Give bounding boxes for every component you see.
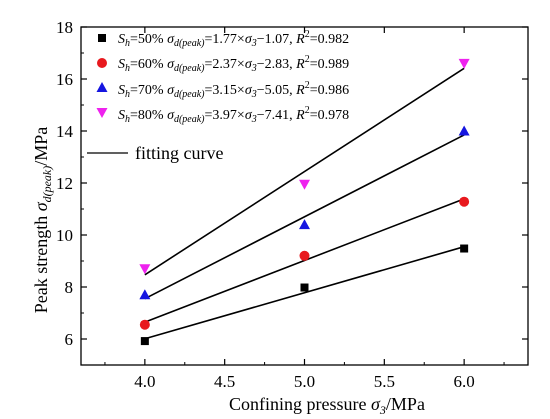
data-point-series2-2 [458, 125, 470, 136]
data-point-series3-1 [299, 179, 310, 190]
x-tick-label: 6.0 [454, 372, 475, 391]
x-axis-title-subscript: 3 [379, 403, 386, 417]
y-axis-title-main: Peak strength [31, 211, 51, 313]
legend-label-sh50: Sh=50% σd(peak)=1.77×σ3−1.07, R2=0.982 [118, 29, 349, 49]
x-tick-label: 4.0 [134, 372, 155, 391]
legend-item-sh60: Sh=60% σd(peak)=2.37×σ3−2.83, R2=0.989 [97, 54, 349, 74]
data-point-series3-2 [458, 58, 470, 69]
legend-label-sh60: Sh=60% σd(peak)=2.37×σ3−2.83, R2=0.989 [118, 54, 349, 74]
x-tick-label: 4.5 [214, 372, 235, 391]
legend-label-sh70: Sh=70% σd(peak)=3.15×σ3−5.05, R2=0.986 [118, 80, 349, 100]
x-axis-title-unit: /MPa [386, 394, 425, 414]
data-point-series0-2 [460, 244, 469, 253]
y-axis-title-subscript: d(peak) [40, 166, 54, 203]
fit-line-3 [144, 67, 465, 276]
legend-item-sh80: Sh=80% σd(peak)=3.97×σ3−7.41, R2=0.978 [96, 105, 349, 125]
data-point-series2-1 [299, 219, 310, 230]
data-point-series1-0 [139, 319, 150, 330]
legend-item-sh50: Sh=50% σd(peak)=1.77×σ3−1.07, R2=0.982 [98, 29, 349, 49]
fit-lines [144, 67, 465, 340]
y-tick-label: 10 [56, 226, 73, 245]
y-tick-label: 6 [65, 330, 74, 349]
data-point-series0-0 [140, 337, 149, 346]
data-point-series2-0 [139, 289, 151, 300]
data-points [139, 58, 470, 346]
y-tick-label: 8 [65, 278, 74, 297]
x-axis-title-main: Confining pressure [229, 394, 371, 414]
y-axis-title-unit: /MPa [31, 127, 51, 166]
legend-label-sh80: Sh=80% σd(peak)=3.97×σ3−7.41, R2=0.978 [118, 105, 349, 125]
data-point-series3-0 [139, 264, 151, 275]
y-tick-label: 12 [56, 174, 73, 193]
x-tick-label: 5.5 [374, 372, 395, 391]
y-tick-label: 14 [56, 122, 74, 141]
annotation-fitting-curve: fitting curve [135, 143, 223, 163]
fit-line-2 [144, 134, 465, 300]
legend-marker-circle [97, 58, 107, 68]
legend: Sh=50% σd(peak)=1.77×σ3−1.07, R2=0.982 S… [96, 29, 349, 125]
data-point-series0-1 [300, 283, 309, 292]
legend-marker-triangle-up [96, 82, 108, 92]
x-tick-label: 5.0 [294, 372, 315, 391]
legend-marker-triangle-down [96, 108, 108, 118]
axis-ticks: 4.0 4.5 5.0 5.5 6.0 6 8 10 12 14 16 18 [56, 18, 528, 391]
data-point-series1-1 [299, 250, 310, 261]
legend-item-sh70: Sh=70% σd(peak)=3.15×σ3−5.05, R2=0.986 [96, 80, 349, 100]
y-axis-title: Peak strength σd(peak)/MPa [31, 127, 54, 314]
data-point-series1-2 [459, 196, 470, 207]
fit-line-0 [144, 245, 465, 340]
x-axis-title: Confining pressure σ3/MPa [229, 394, 425, 417]
x-axis-title-symbol: σ [371, 394, 381, 414]
plot-area-frame [80, 26, 529, 366]
y-tick-label: 16 [56, 70, 73, 89]
y-axis-title-symbol: σ [31, 201, 51, 211]
y-tick-label: 18 [56, 18, 73, 37]
legend-marker-square [98, 34, 106, 42]
